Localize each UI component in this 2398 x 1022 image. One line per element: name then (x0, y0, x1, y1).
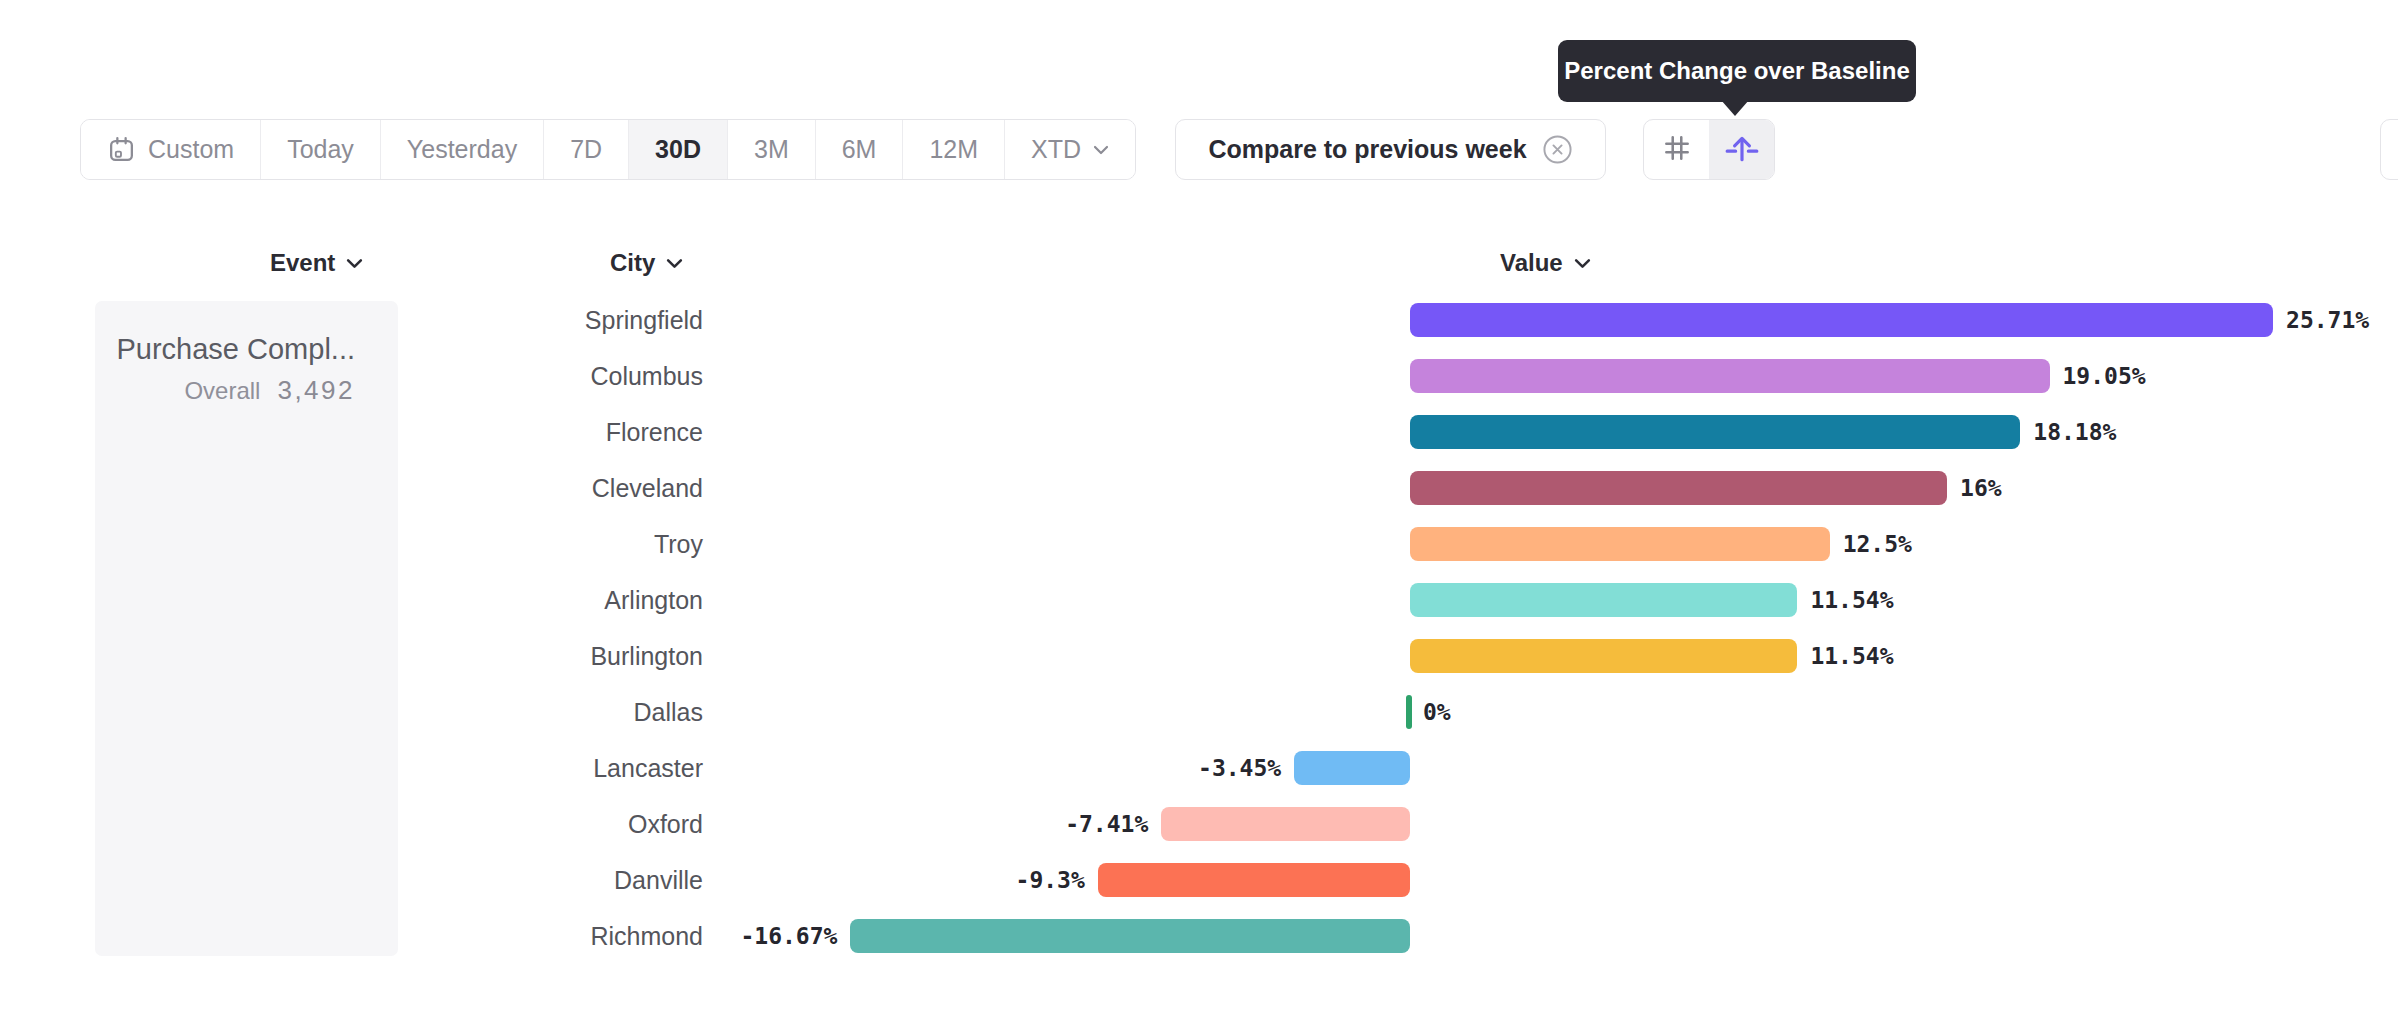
bar[interactable] (1410, 527, 1830, 561)
city-label: Columbus (420, 348, 703, 404)
chart-row: Springfield 25.71% (0, 292, 2398, 348)
tooltip-arrow (1721, 100, 1749, 116)
value-label: -16.67% (740, 908, 837, 964)
bar[interactable] (1161, 807, 1410, 841)
city-label: Arlington (420, 572, 703, 628)
bar[interactable] (1410, 583, 1797, 617)
value-label: 0% (1423, 684, 1451, 740)
chart-row: Arlington 11.54% (0, 572, 2398, 628)
bar[interactable] (850, 919, 1410, 953)
city-label: Burlington (420, 628, 703, 684)
chart-row: Oxford -7.41% (0, 796, 2398, 852)
value-label: -9.3% (1016, 852, 1085, 908)
city-label: Richmond (420, 908, 703, 964)
city-label: Troy (420, 516, 703, 572)
city-label: Danville (420, 852, 703, 908)
city-label: Springfield (420, 292, 703, 348)
chart-row: Richmond -16.67% (0, 908, 2398, 964)
value-label: 11.54% (1810, 628, 1893, 684)
chart-row: Danville -9.3% (0, 852, 2398, 908)
bar[interactable] (1410, 415, 2020, 449)
chart-row: Florence 18.18% (0, 404, 2398, 460)
value-label: 25.71% (2286, 292, 2369, 348)
bar-chart: Springfield 25.71% Columbus 19.05% Flore… (0, 0, 2398, 1022)
bar[interactable] (1410, 639, 1797, 673)
bar[interactable] (1098, 863, 1410, 897)
tooltip: Percent Change over Baseline (1558, 40, 1916, 102)
value-label: 11.54% (1810, 572, 1893, 628)
bar[interactable] (1410, 359, 2050, 393)
bar[interactable] (1410, 471, 1947, 505)
chart-row: Lancaster -3.45% (0, 740, 2398, 796)
chart-row: Columbus 19.05% (0, 348, 2398, 404)
chart-row: Dallas 0% (0, 684, 2398, 740)
city-label: Lancaster (420, 740, 703, 796)
chart-row: Cleveland 16% (0, 460, 2398, 516)
chart-row: Troy 12.5% (0, 516, 2398, 572)
bar[interactable] (1406, 695, 1412, 729)
value-label: 16% (1960, 460, 2002, 516)
value-label: -3.45% (1198, 740, 1281, 796)
value-label: 12.5% (1843, 516, 1912, 572)
city-label: Dallas (420, 684, 703, 740)
city-label: Oxford (420, 796, 703, 852)
chart-row: Burlington 11.54% (0, 628, 2398, 684)
city-label: Cleveland (420, 460, 703, 516)
value-label: 19.05% (2063, 348, 2146, 404)
bar[interactable] (1294, 751, 1410, 785)
value-label: -7.41% (1065, 796, 1148, 852)
bar[interactable] (1410, 303, 2273, 337)
value-label: 18.18% (2033, 404, 2116, 460)
dashboard-page: Percent Change over Baseline Custom Toda… (0, 0, 2398, 1022)
city-label: Florence (420, 404, 703, 460)
tooltip-text: Percent Change over Baseline (1564, 57, 1909, 85)
